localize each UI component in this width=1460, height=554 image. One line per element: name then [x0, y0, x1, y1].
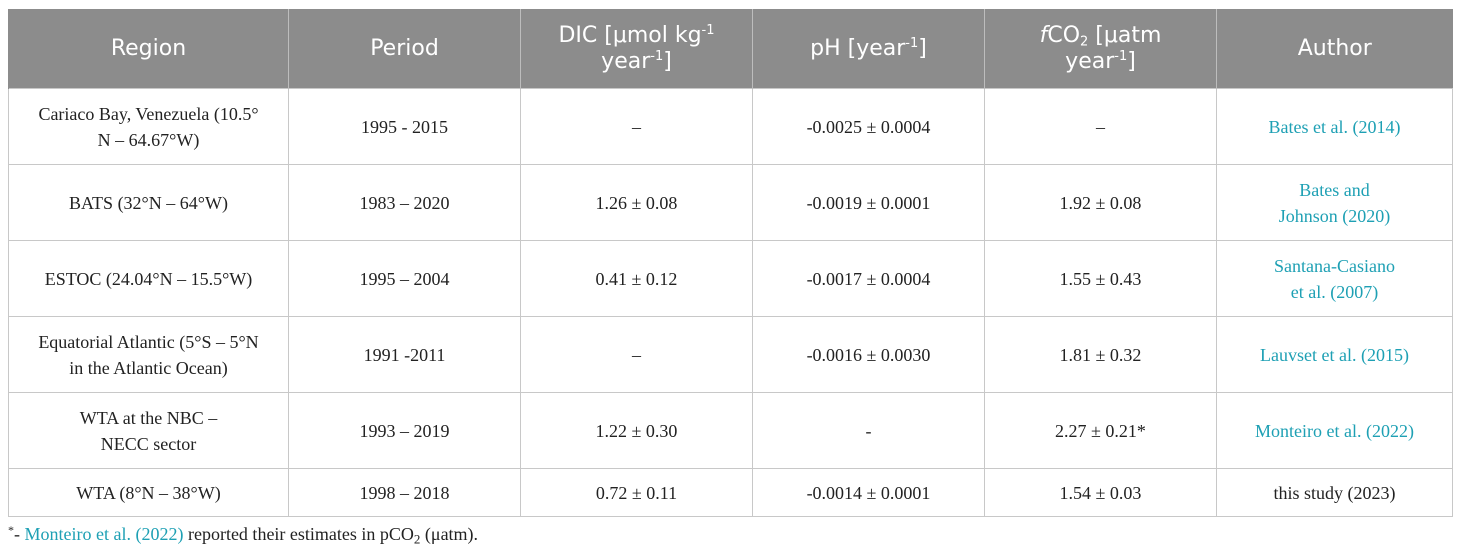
cell-fco2: 1.81 ± 0.32 — [984, 316, 1217, 393]
cell-ph: -0.0014 ± 0.0001 — [752, 468, 985, 517]
cell-dic: 0.72 ± 0.11 — [520, 468, 753, 517]
cell-region: Equatorial Atlantic (5°S – 5°N in the Atl… — [8, 316, 289, 393]
cell-author: this study (2023) — [1216, 468, 1453, 517]
footnote-marker: * — [8, 523, 14, 537]
author-link[interactable]: et al. (2007) — [1290, 281, 1379, 302]
cell-period: 1995 - 2015 — [288, 88, 521, 165]
cell-dic: – — [520, 88, 753, 165]
cell-ph: -0.0019 ± 0.0001 — [752, 164, 985, 241]
cell-author[interactable]: Bates et al. (2014) — [1216, 88, 1453, 165]
cell-region: ESTOC (24.04°N – 15.5°W) — [8, 240, 289, 317]
cell-period: 1983 – 2020 — [288, 164, 521, 241]
data-table: Region Period DIC [μmol kg-1 year-1] pH … — [8, 9, 1453, 517]
author-link[interactable]: Monteiro et al. (2022) — [1255, 420, 1414, 441]
author-link[interactable]: Lauvset et al. (2015) — [1260, 344, 1409, 365]
cell-period: 1991 -2011 — [288, 316, 521, 393]
header-row: Region Period DIC [μmol kg-1 year-1] pH … — [8, 9, 1453, 89]
table-footnote: *- Monteiro et al. (2022) reported their… — [8, 523, 479, 547]
cell-fco2: 1.92 ± 0.08 — [984, 164, 1217, 241]
cell-dic: 1.26 ± 0.08 — [520, 164, 753, 241]
author-link[interactable]: Bates et al. (2014) — [1268, 116, 1401, 137]
cell-ph: -0.0016 ± 0.0030 — [752, 316, 985, 393]
table-row: Equatorial Atlantic (5°S – 5°N in the Atl… — [8, 316, 1453, 393]
cell-fco2: 1.55 ± 0.43 — [984, 240, 1217, 317]
cell-fco2: 1.54 ± 0.03 — [984, 468, 1217, 517]
table-row: WTA (8°N – 38°W) 1998 – 2018 0.72 ± 0.11… — [8, 468, 1453, 517]
header-region: Region — [8, 9, 289, 89]
table-row: Cariaco Bay, Venezuela (10.5° N – 64.67°W… — [8, 88, 1453, 165]
header-author: Author — [1216, 9, 1453, 89]
cell-period: 1995 – 2004 — [288, 240, 521, 317]
table-row: BATS (32°N – 64°W) 1983 – 2020 1.26 ± 0.… — [8, 164, 1453, 241]
author-link[interactable]: Santana-Casiano — [1274, 255, 1395, 276]
cell-dic: 0.41 ± 0.12 — [520, 240, 753, 317]
cell-author[interactable]: Santana-Casiano et al. (2007) — [1216, 240, 1453, 317]
cell-author[interactable]: Monteiro et al. (2022) — [1216, 392, 1453, 469]
cell-fco2: 2.27 ± 0.21* — [984, 392, 1217, 469]
header-dic: DIC [μmol kg-1 year-1] — [520, 9, 753, 89]
cell-ph: - — [752, 392, 985, 469]
author-link[interactable]: Bates and — [1299, 179, 1370, 200]
cell-period: 1998 – 2018 — [288, 468, 521, 517]
cell-region: WTA (8°N – 38°W) — [8, 468, 289, 517]
table-row: ESTOC (24.04°N – 15.5°W) 1995 – 2004 0.4… — [8, 240, 1453, 317]
cell-ph: -0.0025 ± 0.0004 — [752, 88, 985, 165]
header-fco2: fCO2 [μatm year-1] — [984, 9, 1217, 89]
cell-region: WTA at the NBC – NECC sector — [8, 392, 289, 469]
footnote-link[interactable]: Monteiro et al. (2022) — [24, 524, 184, 544]
cell-ph: -0.0017 ± 0.0004 — [752, 240, 985, 317]
cell-region: BATS (32°N – 64°W) — [8, 164, 289, 241]
cell-author[interactable]: Lauvset et al. (2015) — [1216, 316, 1453, 393]
header-period: Period — [288, 9, 521, 89]
author-link[interactable]: Johnson (2020) — [1278, 205, 1391, 226]
table-container: Region Period DIC [μmol kg-1 year-1] pH … — [8, 9, 1453, 517]
table-row: WTA at the NBC – NECC sector 1993 – 2019 … — [8, 392, 1453, 469]
cell-dic: 1.22 ± 0.30 — [520, 392, 753, 469]
cell-period: 1993 – 2019 — [288, 392, 521, 469]
header-ph: pH [year-1] — [752, 9, 985, 89]
cell-dic: – — [520, 316, 753, 393]
cell-author[interactable]: Bates and Johnson (2020) — [1216, 164, 1453, 241]
cell-region: Cariaco Bay, Venezuela (10.5° N – 64.67°W… — [8, 88, 289, 165]
cell-fco2: – — [984, 88, 1217, 165]
